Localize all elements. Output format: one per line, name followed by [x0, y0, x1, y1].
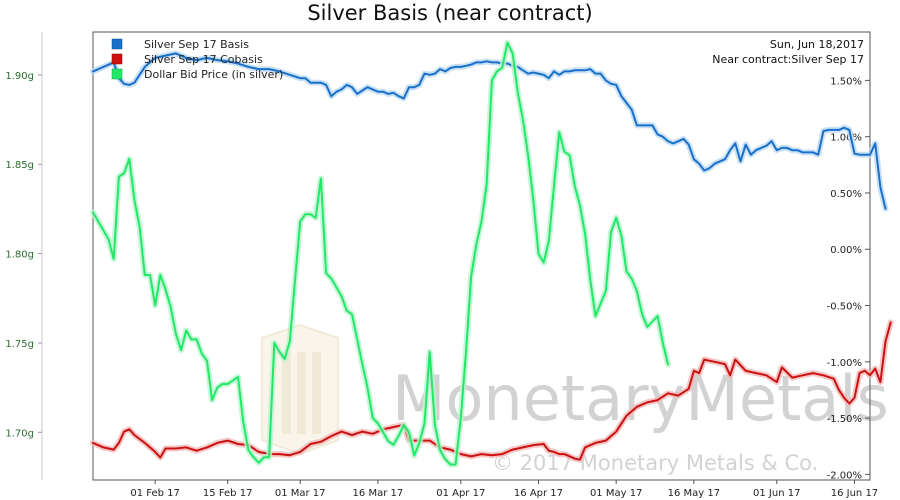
x-tick-label: 01 Mar 17 — [275, 488, 326, 499]
series-line-dollar-price — [92, 41, 669, 466]
series-line-basis — [92, 52, 887, 210]
right-tick-label: -1.00% — [827, 358, 862, 369]
left-tick-label: 1.90g — [5, 71, 34, 82]
x-tick-label: 16 Apr 17 — [514, 488, 563, 499]
left-tick-label: 1.75g — [5, 339, 34, 350]
series-line-cobasis — [92, 321, 892, 461]
x-tick-label: 16 Mar 17 — [353, 488, 404, 499]
legend-swatch-cobasis — [111, 53, 123, 65]
right-tick-label: 1.50% — [830, 76, 862, 87]
plot-frame — [92, 31, 871, 481]
x-tick-label: 16 Jun 17 — [831, 488, 878, 499]
right-tick-label: -1.50% — [827, 414, 862, 425]
left-tick-label: 1.85g — [5, 160, 34, 171]
legend-swatch-basis — [111, 38, 123, 50]
x-tick-label: 01 May 17 — [590, 488, 642, 499]
left-tick-label: 1.80g — [5, 250, 34, 261]
annotation-date: Sun, Jun 18,2017 — [770, 38, 864, 51]
legend-label-cobasis: Silver Sep 17 Cobasis — [144, 53, 263, 66]
x-axis-ticks: 01 Feb 17 15 Feb 17 01 Mar 17 16 Mar 17 01 A… — [130, 480, 878, 499]
legend-label-dollar-price: Dollar Bid Price (in silver) — [144, 68, 283, 81]
right-axis-ticks: -2.00% -1.50% -1.00% -0.50% 0.00% 0.50% 1.00% 1… — [827, 76, 870, 481]
right-tick-label: 0.50% — [830, 189, 862, 200]
watermark-copyright: © 2017 Monetary Metals & Co. — [492, 451, 818, 475]
series-lines — [90, 39, 894, 468]
legend: Silver Sep 17 Basis Silver Sep 17 Cobasi… — [111, 38, 283, 81]
right-tick-label: -2.00% — [827, 470, 862, 481]
left-tick-label: 1.70g — [5, 428, 34, 439]
left-axis-ticks: 1.70g 1.75g 1.80g 1.85g 1.90g — [5, 71, 42, 439]
right-tick-label: -0.50% — [827, 302, 862, 313]
x-tick-label: 01 Apr 17 — [436, 488, 485, 499]
x-tick-label: 15 Feb 17 — [203, 488, 253, 499]
legend-label-basis: Silver Sep 17 Basis — [144, 38, 249, 51]
x-tick-label: 01 Feb 17 — [130, 488, 180, 499]
right-tick-label: 0.00% — [830, 245, 862, 256]
legend-swatch-dollar-price — [111, 68, 123, 80]
annotation-contract: Near contract:Silver Sep 17 — [712, 53, 864, 66]
x-tick-label: 01 Jun 17 — [753, 488, 800, 499]
right-tick-label: 1.00% — [830, 133, 862, 144]
chart-title: Silver Basis (near contract) — [307, 1, 593, 25]
x-tick-label: 16 May 17 — [668, 488, 720, 499]
